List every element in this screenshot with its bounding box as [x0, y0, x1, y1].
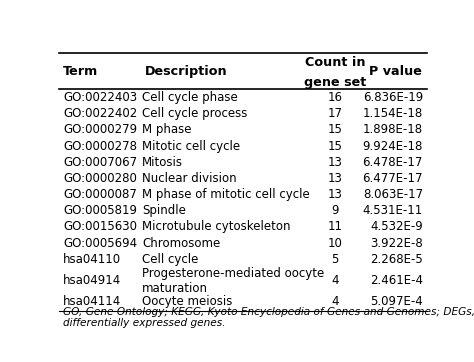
- Text: Term: Term: [63, 65, 98, 78]
- Text: Cell cycle phase: Cell cycle phase: [142, 91, 237, 104]
- Text: GO:0000087: GO:0000087: [63, 188, 137, 201]
- Text: 1.898E-18: 1.898E-18: [363, 123, 423, 136]
- Text: M phase: M phase: [142, 123, 191, 136]
- Text: GO:0000278: GO:0000278: [63, 139, 137, 152]
- Text: P value: P value: [369, 65, 422, 78]
- Text: Microtubule cytoskeleton: Microtubule cytoskeleton: [142, 220, 291, 233]
- Text: 1.154E-18: 1.154E-18: [363, 107, 423, 120]
- Text: Chromosome: Chromosome: [142, 236, 220, 249]
- Text: Count in: Count in: [304, 56, 365, 70]
- Text: GO:0022402: GO:0022402: [63, 107, 137, 120]
- Text: 8.063E-17: 8.063E-17: [363, 188, 423, 201]
- Text: 16: 16: [327, 91, 342, 104]
- Text: M phase of mitotic cell cycle: M phase of mitotic cell cycle: [142, 188, 310, 201]
- Text: GO:0007067: GO:0007067: [63, 156, 137, 169]
- Text: hsa04114: hsa04114: [63, 295, 121, 308]
- Text: gene set: gene set: [304, 76, 366, 89]
- Text: Oocyte meiosis: Oocyte meiosis: [142, 295, 232, 308]
- Text: Nuclear division: Nuclear division: [142, 172, 237, 185]
- Text: 13: 13: [328, 188, 342, 201]
- Text: 5.097E-4: 5.097E-4: [370, 295, 423, 308]
- Text: Cell cycle process: Cell cycle process: [142, 107, 247, 120]
- Text: GO:0005694: GO:0005694: [63, 236, 137, 249]
- Text: 11: 11: [327, 220, 342, 233]
- Text: GO:0015630: GO:0015630: [63, 220, 137, 233]
- Text: 6.836E-19: 6.836E-19: [363, 91, 423, 104]
- Text: GO:0000280: GO:0000280: [63, 172, 137, 185]
- Text: 3.922E-8: 3.922E-8: [370, 236, 423, 249]
- Text: hsa04110: hsa04110: [63, 253, 121, 266]
- Text: 17: 17: [327, 107, 342, 120]
- Text: 13: 13: [328, 172, 342, 185]
- Text: 2.461E-4: 2.461E-4: [370, 274, 423, 287]
- Text: Mitotic cell cycle: Mitotic cell cycle: [142, 139, 240, 152]
- Text: 13: 13: [328, 156, 342, 169]
- Text: 6.478E-17: 6.478E-17: [363, 156, 423, 169]
- Text: 15: 15: [328, 139, 342, 152]
- Text: Progesterone-mediated oocyte
maturation: Progesterone-mediated oocyte maturation: [142, 266, 324, 295]
- Text: Description: Description: [145, 65, 228, 78]
- Text: Spindle: Spindle: [142, 204, 186, 217]
- Text: 9.924E-18: 9.924E-18: [363, 139, 423, 152]
- Text: hsa04914: hsa04914: [63, 274, 121, 287]
- Text: Cell cycle: Cell cycle: [142, 253, 198, 266]
- Text: Mitosis: Mitosis: [142, 156, 183, 169]
- Text: 4.532E-9: 4.532E-9: [370, 220, 423, 233]
- Text: 5: 5: [331, 253, 338, 266]
- Text: 9: 9: [331, 204, 338, 217]
- Text: GO:0000279: GO:0000279: [63, 123, 137, 136]
- Text: 4.531E-11: 4.531E-11: [363, 204, 423, 217]
- Text: 2.268E-5: 2.268E-5: [370, 253, 423, 266]
- Text: GO:0005819: GO:0005819: [63, 204, 137, 217]
- Text: GO, Gene Ontology; KEGG, Kyoto Encyclopedia of Genes and Genomes; DEGs,
differen: GO, Gene Ontology; KEGG, Kyoto Encyclope…: [63, 307, 474, 328]
- Text: GO:0022403: GO:0022403: [63, 91, 137, 104]
- Text: 4: 4: [331, 295, 338, 308]
- Text: 4: 4: [331, 274, 338, 287]
- Text: 10: 10: [328, 236, 342, 249]
- Text: 15: 15: [328, 123, 342, 136]
- Text: 6.477E-17: 6.477E-17: [363, 172, 423, 185]
